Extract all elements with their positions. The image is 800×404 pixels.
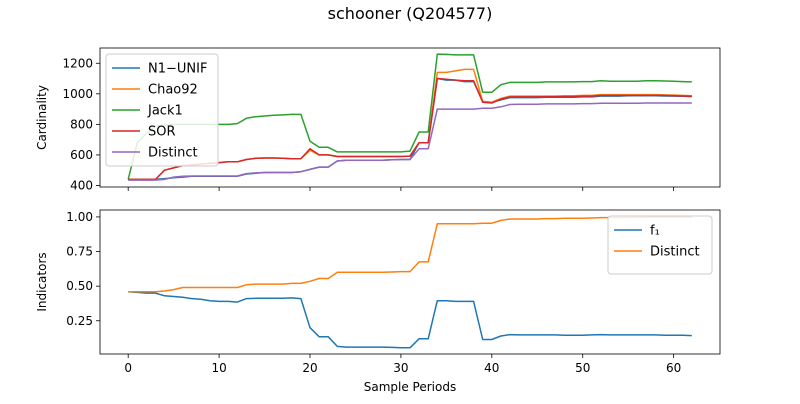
legend-label: f₁ bbox=[650, 224, 660, 239]
legend-label: SOR bbox=[148, 125, 176, 140]
legend-label: Chao92 bbox=[148, 83, 198, 98]
y-tick-label: 1200 bbox=[62, 56, 93, 70]
indicators-panel: 0 10 20 30 40 50 60 0.25 0.50 0.75 1.00 Indicators S… bbox=[35, 209, 721, 394]
y-tick-label: 0.75 bbox=[66, 245, 93, 259]
y-tick-label: 800 bbox=[70, 117, 93, 131]
y-axis-label: Cardinality bbox=[35, 85, 49, 150]
series-line-0-4 bbox=[128, 102, 692, 181]
y-tick-label: 1000 bbox=[62, 87, 93, 101]
y-tick-label: 1.00 bbox=[66, 210, 93, 224]
series-line-1-0 bbox=[128, 290, 692, 349]
x-tick-label: 20 bbox=[302, 361, 317, 375]
x-axis-label: Sample Periods bbox=[364, 380, 456, 394]
y-tick-label: 600 bbox=[70, 148, 93, 162]
series-line-0-2 bbox=[127, 53, 692, 180]
legend-label: Jack1 bbox=[147, 104, 183, 119]
figure-title: schooner (Q204577) bbox=[328, 4, 493, 23]
axes-frame bbox=[99, 47, 721, 188]
series-line-1-1 bbox=[128, 216, 692, 293]
x-tick-label: 60 bbox=[666, 361, 681, 375]
legend-label: Distinct bbox=[148, 146, 198, 161]
legend-label: Distinct bbox=[650, 245, 700, 260]
x-tick-label: 0 bbox=[124, 361, 132, 375]
y-tick-label: 400 bbox=[70, 178, 93, 192]
axes-frame bbox=[99, 209, 721, 355]
y-tick-label: 0.50 bbox=[66, 279, 93, 293]
legend-box bbox=[105, 53, 219, 167]
cardinality-panel: 400 600 800 1000 1200 Cardinality N1−UNIF Chao9… bbox=[35, 47, 721, 192]
x-tick-label: 10 bbox=[211, 361, 226, 375]
legend-label: N1−UNIF bbox=[148, 62, 207, 77]
y-axis-label: Indicators bbox=[35, 252, 49, 311]
y-tick-label: 0.25 bbox=[66, 314, 93, 328]
series-line-0-3 bbox=[128, 77, 692, 181]
x-tick-label: 30 bbox=[393, 361, 408, 375]
x-tick-label: 50 bbox=[575, 361, 590, 375]
x-tick-label: 40 bbox=[484, 361, 499, 375]
